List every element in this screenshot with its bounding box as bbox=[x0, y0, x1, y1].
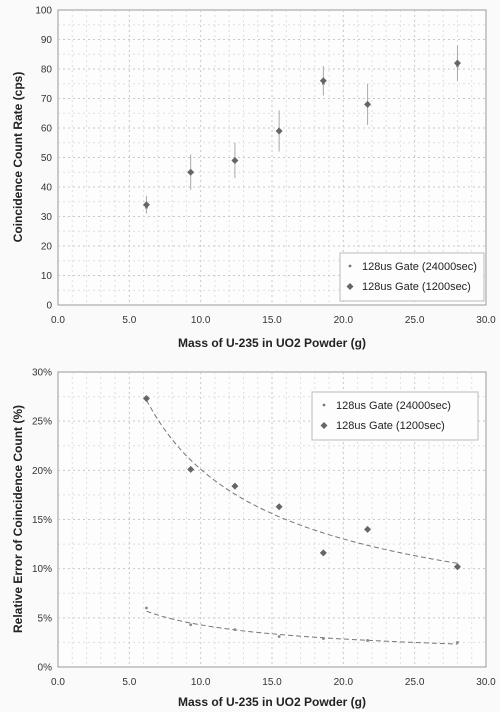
x-tick-label: 25.0 bbox=[405, 677, 425, 688]
legend-marker-diamond bbox=[320, 422, 328, 429]
legend-label: 128us Gate (24000sec) bbox=[362, 261, 477, 273]
data-points bbox=[142, 45, 461, 214]
y-tick-label: 40 bbox=[41, 183, 53, 194]
y-tick-label: 25% bbox=[32, 417, 52, 428]
y-tick-label: 30 bbox=[41, 212, 53, 223]
x-tick-label: 25.0 bbox=[405, 315, 425, 326]
data-point-diamond bbox=[187, 465, 195, 473]
tick-labels: 0.0 5.0 10.0 15.0 20.0 25.0 30.0 0 10 20 30 40 50 60 7… bbox=[35, 6, 496, 327]
x-tick-label: 0.0 bbox=[51, 677, 65, 688]
x-axis-label: Mass of U-235 in UO2 Powder (g) bbox=[178, 695, 366, 709]
x-tick-label: 30.0 bbox=[476, 315, 496, 326]
y-tick-label: 15% bbox=[32, 515, 52, 526]
x-axis-label: Mass of U-235 in UO2 Powder (g) bbox=[178, 336, 366, 350]
legend-marker-diamond bbox=[346, 283, 354, 290]
x-tick-label: 20.0 bbox=[334, 315, 354, 326]
gridlines bbox=[58, 372, 486, 667]
y-tick-label: 20 bbox=[41, 242, 53, 253]
legend-marker-point bbox=[322, 403, 326, 407]
trendlines bbox=[146, 399, 458, 645]
legend-label: 128us Gate (1200sec) bbox=[362, 281, 471, 293]
y-tick-label: 10 bbox=[41, 271, 53, 282]
data-point-diamond bbox=[231, 482, 239, 490]
trendline bbox=[146, 399, 458, 564]
legend-label: 128us Gate (24000sec) bbox=[336, 400, 451, 412]
y-tick-label: 5% bbox=[38, 613, 53, 624]
y-tick-label: 70 bbox=[41, 94, 53, 105]
legend-marker-point bbox=[348, 264, 352, 268]
legend: 128us Gate (24000sec) 128us Gate (1200se… bbox=[339, 252, 485, 302]
data-point-diamond bbox=[319, 77, 327, 85]
x-tick-label: 30.0 bbox=[476, 677, 496, 688]
legend-label: 128us Gate (1200sec) bbox=[336, 420, 445, 432]
data-point-diamond bbox=[319, 549, 327, 557]
data-point bbox=[366, 639, 369, 642]
y-axis-label: Relative Error of Coincidence Count (%) bbox=[11, 405, 25, 633]
data-point-diamond bbox=[142, 395, 150, 403]
y-tick-label: 20% bbox=[32, 466, 52, 477]
data-point-diamond bbox=[275, 503, 283, 511]
x-tick-label: 5.0 bbox=[122, 315, 136, 326]
x-tick-label: 10.0 bbox=[191, 315, 211, 326]
y-tick-label: 0% bbox=[38, 663, 53, 674]
y-tick-label: 10% bbox=[32, 564, 52, 575]
data-point bbox=[456, 641, 459, 644]
y-tick-label: 90 bbox=[41, 35, 53, 46]
y-tick-label: 100 bbox=[35, 6, 52, 17]
chart-relative-error: 0.0 5.0 10.0 15.0 20.0 25.0 30.0 0% 5% 10% 15% 20% 2… bbox=[11, 368, 496, 710]
x-tick-label: 15.0 bbox=[262, 315, 282, 326]
y-tick-label: 80 bbox=[41, 65, 53, 76]
data-point-diamond bbox=[453, 59, 461, 67]
data-points bbox=[142, 395, 461, 644]
data-point-diamond bbox=[142, 201, 150, 209]
y-tick-label: 0 bbox=[46, 301, 52, 312]
y-tick-label: 60 bbox=[41, 124, 53, 135]
data-point bbox=[321, 637, 325, 640]
tick-labels: 0.0 5.0 10.0 15.0 20.0 25.0 30.0 0% 5% 10% 15% 20% 2… bbox=[32, 368, 496, 689]
y-tick-label: 50 bbox=[41, 153, 53, 164]
data-point-diamond bbox=[275, 127, 283, 135]
y-axis-label: Coincidence Count Rate (cps) bbox=[11, 72, 25, 243]
data-point-diamond bbox=[364, 525, 372, 533]
x-tick-label: 15.0 bbox=[262, 677, 282, 688]
legend-box bbox=[339, 252, 485, 302]
data-point-diamond bbox=[187, 168, 195, 176]
data-point-diamond bbox=[453, 563, 461, 571]
data-point bbox=[145, 606, 148, 610]
data-point-diamond bbox=[231, 156, 239, 164]
data-point-diamond bbox=[364, 100, 372, 108]
chart-coincidence-rate: 0.0 5.0 10.0 15.0 20.0 25.0 30.0 0 10 20 30 40 50 60 7… bbox=[11, 6, 496, 351]
data-point bbox=[233, 628, 237, 632]
data-point bbox=[277, 635, 281, 638]
x-tick-label: 0.0 bbox=[51, 315, 65, 326]
legend: 128us Gate (24000sec) 128us Gate (1200se… bbox=[311, 391, 479, 441]
x-tick-label: 20.0 bbox=[334, 677, 354, 688]
x-tick-label: 10.0 bbox=[191, 677, 211, 688]
y-tick-label: 30% bbox=[32, 368, 52, 379]
data-point bbox=[189, 623, 193, 627]
x-tick-label: 5.0 bbox=[122, 677, 136, 688]
legend-box bbox=[311, 391, 479, 441]
